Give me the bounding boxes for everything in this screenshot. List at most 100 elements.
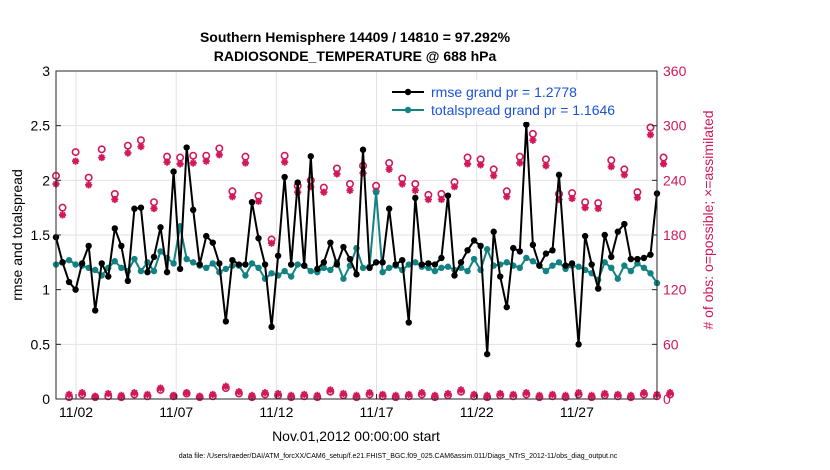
totalspread-point — [294, 261, 301, 268]
rmse-point — [399, 256, 406, 264]
rmse-point — [621, 220, 628, 228]
right-y-tick-label: 300 — [663, 118, 687, 134]
rmse-point — [470, 237, 478, 244]
totalspread-point — [170, 260, 177, 267]
obs-assimilated-point — [601, 389, 609, 398]
obs-assimilated-point — [143, 390, 152, 399]
totalspread-point — [307, 267, 314, 275]
obs-assimilated-point — [633, 194, 642, 202]
totalspread-point — [248, 260, 256, 267]
totalspread-point — [203, 264, 210, 271]
obs-assimilated-point — [398, 180, 406, 188]
x-tick-label: 11/27 — [560, 404, 594, 420]
rmse-point — [105, 273, 112, 280]
obs-assimilated-point — [209, 390, 217, 399]
totalspread-point — [627, 267, 635, 275]
obs-assimilated-point — [561, 391, 570, 399]
totalspread-point — [137, 267, 145, 275]
x-tick-label: 11/22 — [460, 404, 494, 420]
obs-assimilated-point — [450, 183, 459, 191]
obs-assimilated-point — [320, 188, 328, 196]
rmse-point — [235, 261, 243, 268]
rmse-point — [392, 261, 399, 268]
totalspread-point — [91, 266, 99, 274]
obs-assimilated-point — [477, 161, 485, 169]
rmse-point — [627, 255, 635, 263]
rmse-point — [294, 179, 301, 186]
obs-assimilated-point — [392, 391, 400, 399]
obs-assimilated-point — [111, 195, 119, 204]
obs-assimilated-point — [607, 163, 615, 171]
totalspread-point — [209, 260, 216, 267]
obs-assimilated-point — [522, 389, 530, 397]
rmse-point — [85, 242, 92, 250]
obs-possible-point — [84, 173, 93, 182]
obs-possible-point — [58, 203, 67, 212]
rmse-point — [248, 199, 256, 206]
totalspread-point — [405, 261, 412, 268]
rmse-point — [431, 261, 439, 268]
obs-assimilated-point — [431, 391, 439, 399]
rmse-point — [405, 319, 412, 326]
rmse-point — [111, 225, 118, 232]
left-y-tick-label: 1 — [42, 282, 50, 298]
x-tick-label: 11/02 — [59, 404, 93, 420]
rmse-point — [425, 260, 432, 267]
totalspread-point — [470, 255, 478, 263]
left-y-tick-label: 0.5 — [31, 336, 51, 352]
totalspread-point — [640, 264, 648, 271]
obs-assimilated-point — [620, 171, 628, 179]
rmse-point — [301, 262, 308, 269]
right-y-tick-label: 120 — [663, 282, 687, 298]
rmse-point — [562, 262, 569, 269]
obs-assimilated-point — [496, 389, 504, 398]
obs-assimilated-point — [379, 390, 387, 399]
rmse-point — [183, 144, 190, 151]
totalspread-point — [542, 267, 550, 275]
obs-assimilated-point — [326, 386, 334, 394]
totalspread-point — [359, 264, 367, 271]
right-y-tick-label: 240 — [663, 172, 687, 188]
obs-assimilated-point — [614, 390, 622, 399]
rmse-point — [359, 146, 367, 153]
rmse-point — [274, 252, 282, 259]
rmse-point — [229, 256, 236, 264]
rmse-point — [457, 259, 465, 266]
obs-assimilated-point — [646, 131, 655, 139]
rmse-point — [516, 248, 524, 255]
rmse-point — [464, 247, 471, 254]
rmse-point — [98, 260, 105, 267]
totalspread-point — [72, 261, 79, 268]
rmse-point — [333, 261, 341, 268]
rmse-point — [536, 262, 543, 269]
obs-assimilated-point — [503, 193, 511, 201]
obs-assimilated-point — [254, 197, 263, 205]
totalspread-point — [555, 259, 563, 266]
obs-assimilated-point — [365, 389, 374, 397]
rmse-point — [353, 271, 360, 278]
obs-assimilated-point — [659, 160, 668, 168]
obs-assimilated-point — [411, 186, 419, 194]
obs-assimilated-point — [183, 389, 191, 397]
rmse-point — [412, 194, 419, 202]
obs-assimilated-point — [529, 136, 537, 144]
x-tick-label: 11/12 — [259, 404, 293, 420]
obs-assimilated-point — [313, 391, 321, 399]
obs-assimilated-point — [163, 158, 171, 166]
totalspread-point — [340, 275, 347, 282]
totalspread-point — [222, 265, 230, 273]
obs-assimilated-point — [418, 389, 426, 397]
left-y-tick-label: 3 — [42, 63, 50, 79]
rmse-point — [555, 171, 563, 179]
rmse-point — [523, 121, 530, 128]
obs-assimilated-point — [137, 143, 145, 151]
totalspread-point — [150, 267, 158, 275]
obs-assimilated-point — [215, 151, 223, 159]
rmse-point — [242, 261, 249, 268]
rmse-point — [418, 261, 426, 268]
obs-assimilated-point — [189, 159, 197, 167]
right-y-tick-label: 0 — [663, 391, 671, 407]
obs-assimilated-point — [248, 391, 256, 399]
rmse-point — [568, 260, 576, 267]
obs-assimilated-point — [235, 388, 243, 396]
